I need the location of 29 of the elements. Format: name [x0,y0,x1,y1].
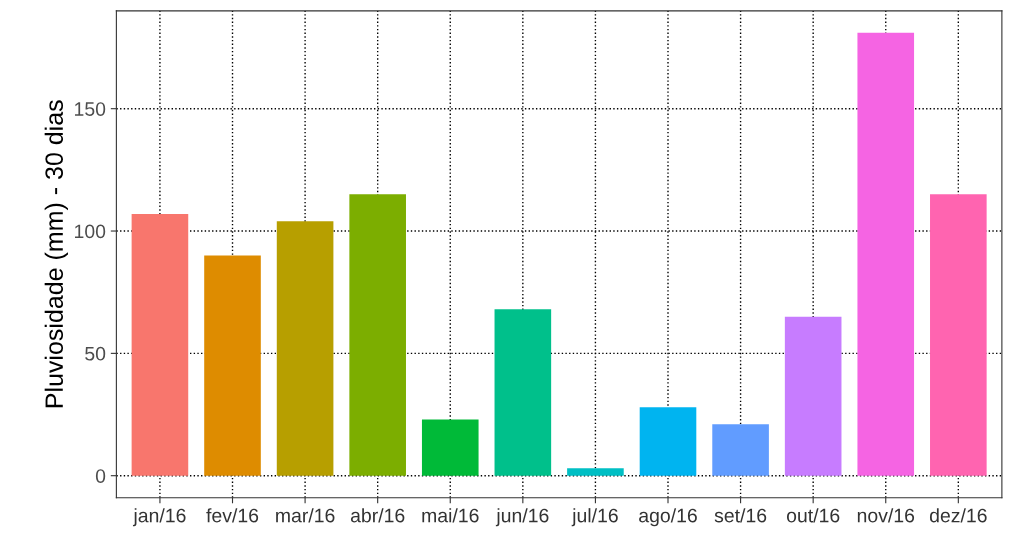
y-tick-label: 0 [95,469,106,483]
x-tick-label: out/16 [786,508,840,523]
x-tick-label: jun/16 [495,508,549,527]
x-tick-label: mai/16 [422,508,479,523]
x-tick-label: jul/16 [571,508,618,527]
bar [131,213,189,476]
bar [784,316,842,476]
x-tick-label: abr/16 [350,508,405,523]
bar [204,255,261,476]
bar [930,194,987,476]
x-tick-label: nov/16 [857,508,915,523]
x-tick-label: jan/16 [132,508,186,527]
bar [857,32,915,476]
bar [567,468,624,476]
y-tick-label: 100 [75,224,106,239]
bar [494,309,552,476]
x-tick-label: fev/16 [206,508,259,523]
y-axis-title: Pluviosidade (mm) - 30 dias [44,100,68,408]
x-tick-label: set/16 [714,508,767,523]
y-tick-label: 150 [75,102,106,116]
y-tick-label: 50 [85,346,106,361]
x-tick-label: ago/16 [639,508,697,527]
x-tick-label: dez/16 [929,508,987,523]
bar [712,424,769,476]
bar [276,221,334,476]
bar [639,407,697,476]
x-tick-label: mar/16 [276,508,335,523]
bar [349,194,406,476]
bar [421,419,479,476]
